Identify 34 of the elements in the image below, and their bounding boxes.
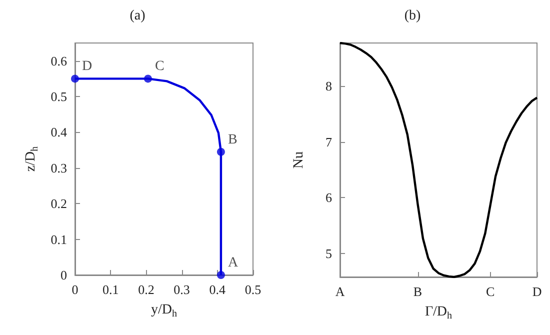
point xyxy=(216,148,225,156)
x-tick-label: D xyxy=(532,284,542,299)
x-tick-label: 0.5 xyxy=(244,282,262,297)
annotation: B xyxy=(228,132,238,148)
y-tick-label: 0.1 xyxy=(50,232,67,247)
line-series xyxy=(338,42,538,278)
x-tick-label: B xyxy=(413,284,422,299)
y-tick-label: 5 xyxy=(326,246,332,262)
chart-title: (b) xyxy=(404,8,421,24)
point xyxy=(71,74,79,83)
point xyxy=(144,74,152,83)
annotation: C xyxy=(154,59,164,74)
y-axis-title: Nu xyxy=(292,151,306,169)
x-tick-label: A xyxy=(335,284,346,299)
x-tick-label: 0.2 xyxy=(138,282,154,297)
y-axis-title: z/Dh xyxy=(23,146,40,172)
y-tick-label: 7 xyxy=(326,134,332,150)
y-tick-label: 8 xyxy=(326,78,332,94)
x-tick-label: 0.4 xyxy=(209,282,226,297)
x-tick-label: 0.3 xyxy=(174,282,190,297)
y-tick-label: 0.5 xyxy=(50,89,67,104)
x-tick-label: 0 xyxy=(72,282,78,297)
annotation: D xyxy=(82,59,92,74)
y-tick-label: 0 xyxy=(60,268,67,282)
point xyxy=(216,271,225,279)
y-tick-label: 0.4 xyxy=(50,124,68,140)
y-tick-label: 6 xyxy=(326,190,332,206)
annotation: A xyxy=(228,256,239,270)
chart-title: (a) xyxy=(130,8,146,24)
y-tick-label: 0.6 xyxy=(50,53,68,68)
y-tick-label: 0.2 xyxy=(50,196,67,212)
x-tick-label: C xyxy=(486,284,495,299)
y-tick-label: 0.3 xyxy=(50,160,67,176)
x-tick-label: 0.1 xyxy=(102,282,119,297)
